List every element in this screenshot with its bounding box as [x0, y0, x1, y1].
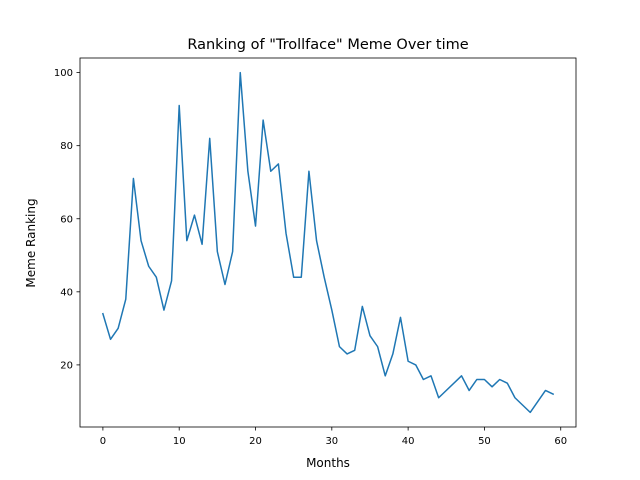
- y-tick-label: 80: [60, 141, 73, 152]
- x-tick-label: 60: [554, 436, 567, 447]
- x-axis-label: Months: [306, 456, 350, 470]
- x-tick-label: 30: [325, 436, 338, 447]
- plot-frame: [79, 57, 577, 428]
- y-tick-label: 100: [54, 68, 73, 79]
- y-tick-label: 20: [60, 360, 73, 371]
- x-axis: 0 10 20 30 40 50 60: [100, 427, 567, 447]
- x-tick-label: 40: [402, 436, 415, 447]
- x-tick-label: 50: [478, 436, 491, 447]
- chart-title: Ranking of "Trollface" Meme Over time: [187, 37, 468, 53]
- y-tick-label: 40: [60, 287, 73, 298]
- y-axis-label: Meme Ranking: [24, 198, 38, 287]
- x-tick-label: 10: [173, 436, 186, 447]
- series-line-0: [101, 71, 555, 414]
- plot-area: [79, 57, 577, 428]
- y-axis: 20 40 60 80 100: [54, 68, 80, 371]
- x-tick-label: 0: [100, 436, 106, 447]
- y-tick-label: 60: [60, 214, 73, 225]
- x-tick-label: 20: [249, 436, 262, 447]
